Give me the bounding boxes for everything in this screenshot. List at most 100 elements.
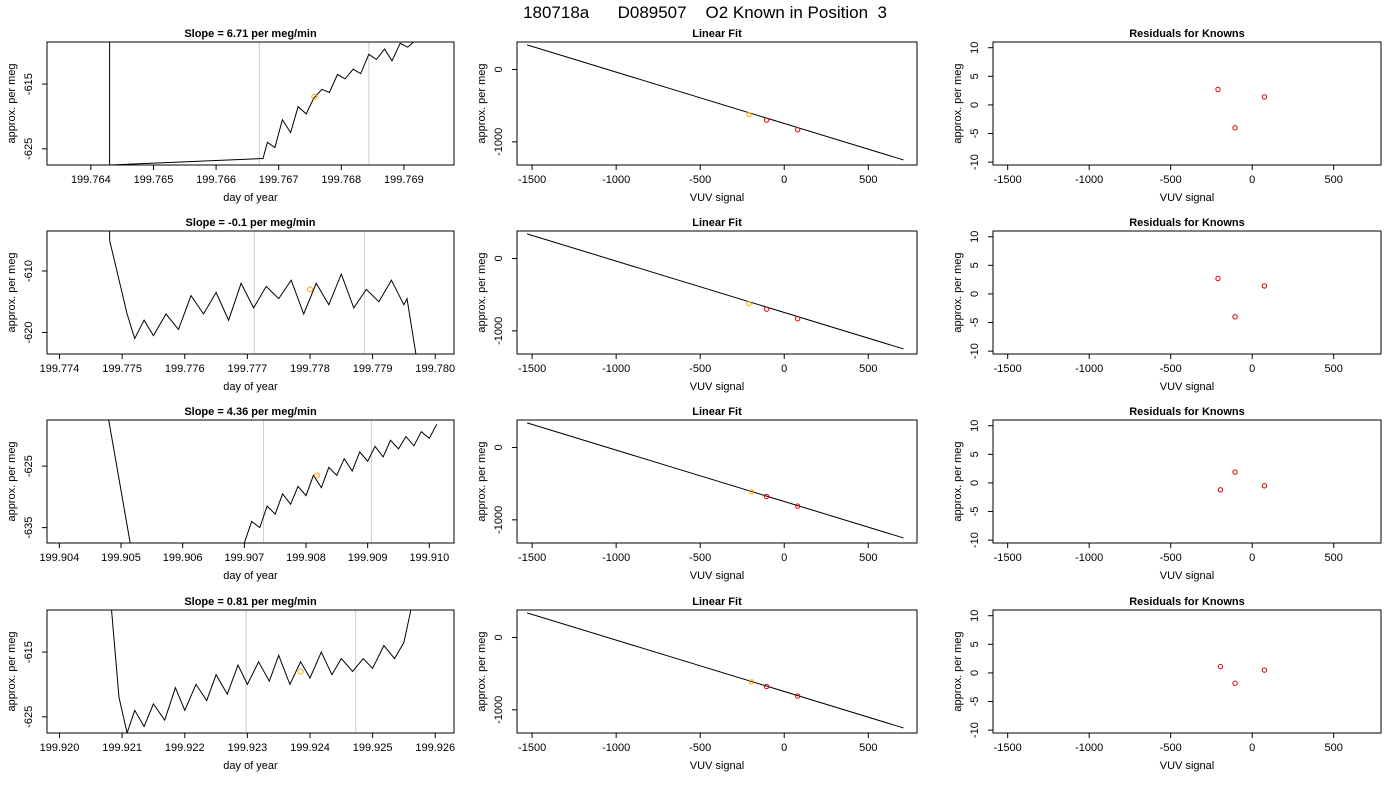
panel-title: Linear Fit (692, 217, 742, 229)
panel-title: Linear Fit (692, 406, 742, 418)
y-tick-label-1: -610 (23, 260, 35, 282)
panel-4-3: Residuals for Knowns -1500 -1000 -500 0 500 10… (952, 596, 1382, 772)
x-tick-label-4: 0 (781, 552, 787, 564)
data-trace (108, 420, 438, 543)
panels: Slope = 6.71 per meg/min 199.764 199.765 19… (6, 28, 1382, 772)
plot-area (1215, 86, 1268, 131)
panel-4-1: Slope = 0.81 per meg/min 199.920 199.921 19… (6, 596, 455, 772)
x-axis-label: VUV signal (1160, 570, 1214, 582)
x-tick-label-1: -1500 (994, 552, 1022, 564)
plot-area (108, 420, 438, 543)
y-tick-label-1: 0 (493, 444, 505, 450)
data-point-1 (1217, 663, 1224, 670)
fit-line (526, 422, 904, 539)
x-axis-label: VUV signal (690, 192, 744, 204)
x-tick-label-2: -1000 (1075, 552, 1103, 564)
plot-frame (516, 609, 918, 734)
x-tick-label-3: 199.922 (165, 742, 205, 754)
panel-title: Linear Fit (692, 596, 742, 608)
plot-frame (516, 230, 918, 355)
x-tick-label-3: -500 (1160, 742, 1182, 754)
data-point-2 (1232, 680, 1238, 686)
data-point-3 (794, 315, 801, 322)
data-point-2 (1232, 314, 1238, 320)
x-tick-label-2: 199.905 (101, 552, 141, 564)
data-point-3 (794, 503, 801, 509)
panel-title: Slope = 4.36 per meg/min (184, 406, 317, 418)
x-tick-label-2: 199.775 (102, 363, 142, 375)
x-tick-label-2: 199.921 (102, 742, 142, 754)
fit-line (526, 612, 904, 729)
x-tick-label-2: -1000 (1075, 174, 1103, 186)
panel-title: Slope = 6.71 per meg/min (184, 28, 317, 40)
y-axis-label: approx. per meg (952, 63, 964, 143)
x-axis-label: VUV signal (1160, 760, 1214, 772)
y-axis-label: approx. per meg (6, 252, 18, 332)
plot-frame (516, 419, 918, 544)
data-point-1 (1215, 86, 1221, 93)
data-point-2 (763, 683, 770, 690)
x-tick-label-5: 500 (1325, 363, 1343, 375)
data-trace (111, 610, 412, 733)
y-tick-label-3: 0 (969, 291, 981, 297)
x-tick-label-1: 199.774 (40, 363, 80, 375)
y-tick-label-1: 0 (493, 255, 505, 261)
x-tick-label-1: 199.764 (71, 174, 111, 186)
x-tick-label-6: 199.769 (384, 174, 424, 186)
x-tick-label-5: 500 (859, 174, 877, 186)
y-axis-label: approx. per meg (476, 631, 488, 711)
plot-frame (992, 419, 1382, 544)
x-tick-label-3: 199.776 (165, 363, 205, 375)
plot-frame (46, 230, 455, 355)
x-tick-label-5: 500 (1325, 174, 1343, 186)
y-tick-label-1: 10 (969, 231, 981, 243)
x-tick-label-4: 0 (1249, 174, 1255, 186)
plot-area (1217, 663, 1268, 686)
data-point-1 (1217, 487, 1224, 493)
x-tick-label-2: 199.765 (134, 174, 174, 186)
panel-title: Slope = -0.1 per meg/min (186, 217, 316, 229)
plot-area (111, 610, 412, 733)
data-point-3 (794, 126, 801, 133)
y-tick-label-2: -1000 (493, 317, 505, 345)
data-point-2 (763, 306, 770, 312)
x-tick-label-1: 199.904 (39, 552, 79, 564)
x-tick-label-5: 500 (1325, 552, 1343, 564)
y-tick-label-2: -635 (23, 517, 35, 539)
y-tick-label-1: -615 (23, 73, 35, 95)
plot-frame (46, 419, 455, 544)
x-tick-label-4: 199.907 (224, 552, 264, 564)
y-tick-label-3: 0 (969, 480, 981, 486)
data-point-3 (794, 693, 801, 699)
plot-frame (46, 609, 455, 734)
y-axis-label: approx. per meg (952, 441, 964, 521)
x-axis-label: VUV signal (690, 381, 744, 393)
y-tick-label-1: 10 (969, 420, 981, 432)
data-point-2 (1232, 125, 1238, 131)
data-point-1 (746, 300, 752, 307)
y-tick-label-2: 5 (969, 641, 981, 647)
x-tick-label-5: 500 (859, 552, 877, 564)
fit-line (526, 44, 904, 161)
x-tick-label-5: 500 (1325, 742, 1343, 754)
panel-1-2: Linear Fit -1500 -1000 -500 0 500 0 -1000 VUV si… (476, 28, 918, 204)
x-tick-label-4: 0 (781, 363, 787, 375)
x-tick-label-4: 199.767 (259, 174, 299, 186)
y-tick-label-1: -615 (23, 641, 35, 663)
data-point-3 (1261, 667, 1268, 673)
y-tick-label-5: -10 (969, 532, 981, 548)
panel-3-3: Residuals for Knowns -1500 -1000 -500 0 500 10… (952, 406, 1382, 582)
y-tick-label-3: 0 (969, 670, 981, 676)
panel-title: Residuals for Knowns (1129, 217, 1245, 229)
plot-frame (992, 230, 1382, 355)
plot-area (1215, 275, 1268, 320)
plot-frame (46, 41, 455, 166)
x-tick-label-7: 199.910 (409, 552, 449, 564)
data-point-2 (1232, 469, 1238, 475)
x-tick-label-1: -1500 (518, 174, 546, 186)
x-tick-label-2: -1000 (1075, 742, 1103, 754)
x-tick-label-7: 199.780 (415, 363, 455, 375)
x-tick-label-1: -1500 (994, 174, 1022, 186)
y-tick-label-2: 5 (969, 451, 981, 457)
